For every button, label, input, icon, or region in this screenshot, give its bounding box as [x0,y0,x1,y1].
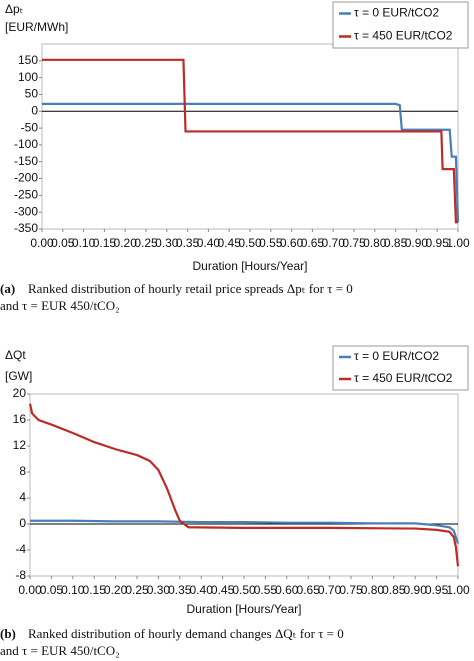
x-tick-label: 0.45 [211,583,235,597]
x-tick-label: 0.70 [322,236,346,250]
legend-label: τ = 0 EUR/tCO2 [354,6,439,20]
y-tick-label: -200 [14,171,38,185]
x-tick-label: 0.20 [104,583,128,597]
x-tick-label: 0.25 [134,236,158,250]
y-tick-label: 8 [19,464,26,478]
y-tick-label: 50 [25,87,39,101]
x-tick-label: 0.80 [363,236,387,250]
legend-label: τ = 450 EUR/tCO2 [354,371,453,385]
x-tick-label: 1.00 [446,236,470,250]
x-tick-label: 0.25 [125,583,149,597]
x-tick-label: 0.35 [176,236,200,250]
x-axis-label: Duration [Hours/Year] [193,259,308,273]
x-tick-label: 0.20 [114,236,138,250]
x-tick-label: 0.50 [232,583,256,597]
x-tick-label: 0.15 [93,236,117,250]
x-tick-label: 0.95 [426,236,450,250]
y-tick-label: 4 [19,490,26,504]
series-line [42,102,460,223]
series-line [42,58,458,224]
caption-line: and τ = EUR 450/tCO₂ [0,643,120,658]
x-tick-label: 0.15 [83,583,107,597]
y-tick-label: -50 [21,120,39,134]
x-tick-label: 0.30 [147,583,171,597]
x-tick-label: 0.05 [40,583,64,597]
y-tick-label: -250 [14,188,38,202]
y-axis-label: Δpₜ [5,2,23,16]
plot-frame [41,43,459,230]
x-tick-label: 0.60 [275,583,299,597]
x-tick-label: 0.35 [168,583,192,597]
y-tick-label: 0 [19,516,26,530]
legend-label: τ = 0 EUR/tCO2 [354,349,439,363]
y-axis-unit: [EUR/MWh] [5,20,68,34]
x-tick-label: 0.90 [405,236,429,250]
y-tick-label: -4 [15,542,26,556]
x-tick-label: 0.95 [425,583,449,597]
y-tick-label: 12 [13,438,27,452]
caption-line: and τ = EUR 450/tCO₂ [0,298,120,313]
x-tick-label: 0.65 [297,583,321,597]
y-tick-label: -8 [15,568,26,582]
x-tick-label: 0.45 [218,236,242,250]
y-tick-label: 100 [18,70,38,84]
plot-frame [29,393,459,577]
y-axis-label: ΔQt [5,348,26,362]
y-tick-label: -350 [14,221,38,235]
caption-label: (a) [0,281,15,296]
series-line [28,403,460,567]
legend-box [332,345,469,391]
x-tick-label: 0.30 [155,236,179,250]
x-tick-label: 0.60 [280,236,304,250]
x-tick-label: 0.10 [72,236,96,250]
x-tick-label: 0.70 [318,583,342,597]
y-tick-label: -100 [14,137,38,151]
x-tick-label: 0.00 [18,583,42,597]
caption-line: Ranked distribution of hourly retail pri… [28,281,353,296]
x-tick-label: 0.65 [301,236,325,250]
x-tick-label: 0.55 [254,583,278,597]
x-tick-label: 0.10 [61,583,85,597]
y-tick-label: 150 [18,53,38,67]
x-tick-label: 0.85 [384,236,408,250]
x-tick-label: 0.80 [361,583,385,597]
x-tick-label: 0.55 [259,236,283,250]
x-tick-label: 0.00 [30,236,54,250]
y-tick-label: -300 [14,204,38,218]
x-tick-label: 1.00 [446,583,470,597]
x-tick-label: 0.75 [339,583,363,597]
y-axis-unit: [GW] [5,369,32,383]
x-tick-label: 0.40 [190,583,214,597]
x-tick-label: 0.05 [51,236,75,250]
caption-line: Ranked distribution of hourly demand cha… [28,626,344,641]
y-tick-label: 20 [13,386,27,400]
y-tick-label: -150 [14,154,38,168]
caption-label: (b) [0,626,16,641]
x-tick-label: 0.75 [342,236,366,250]
series-line [30,519,460,544]
x-tick-label: 0.85 [382,583,406,597]
x-axis-label: Duration [Hours/Year] [187,602,302,616]
x-tick-label: 0.90 [404,583,428,597]
y-tick-label: 16 [13,412,27,426]
legend-box [332,1,469,49]
y-tick-label: 0 [31,103,38,117]
x-tick-label: 0.40 [197,236,221,250]
x-tick-label: 0.50 [238,236,262,250]
legend-label: τ = 450 EUR/tCO2 [354,29,453,43]
